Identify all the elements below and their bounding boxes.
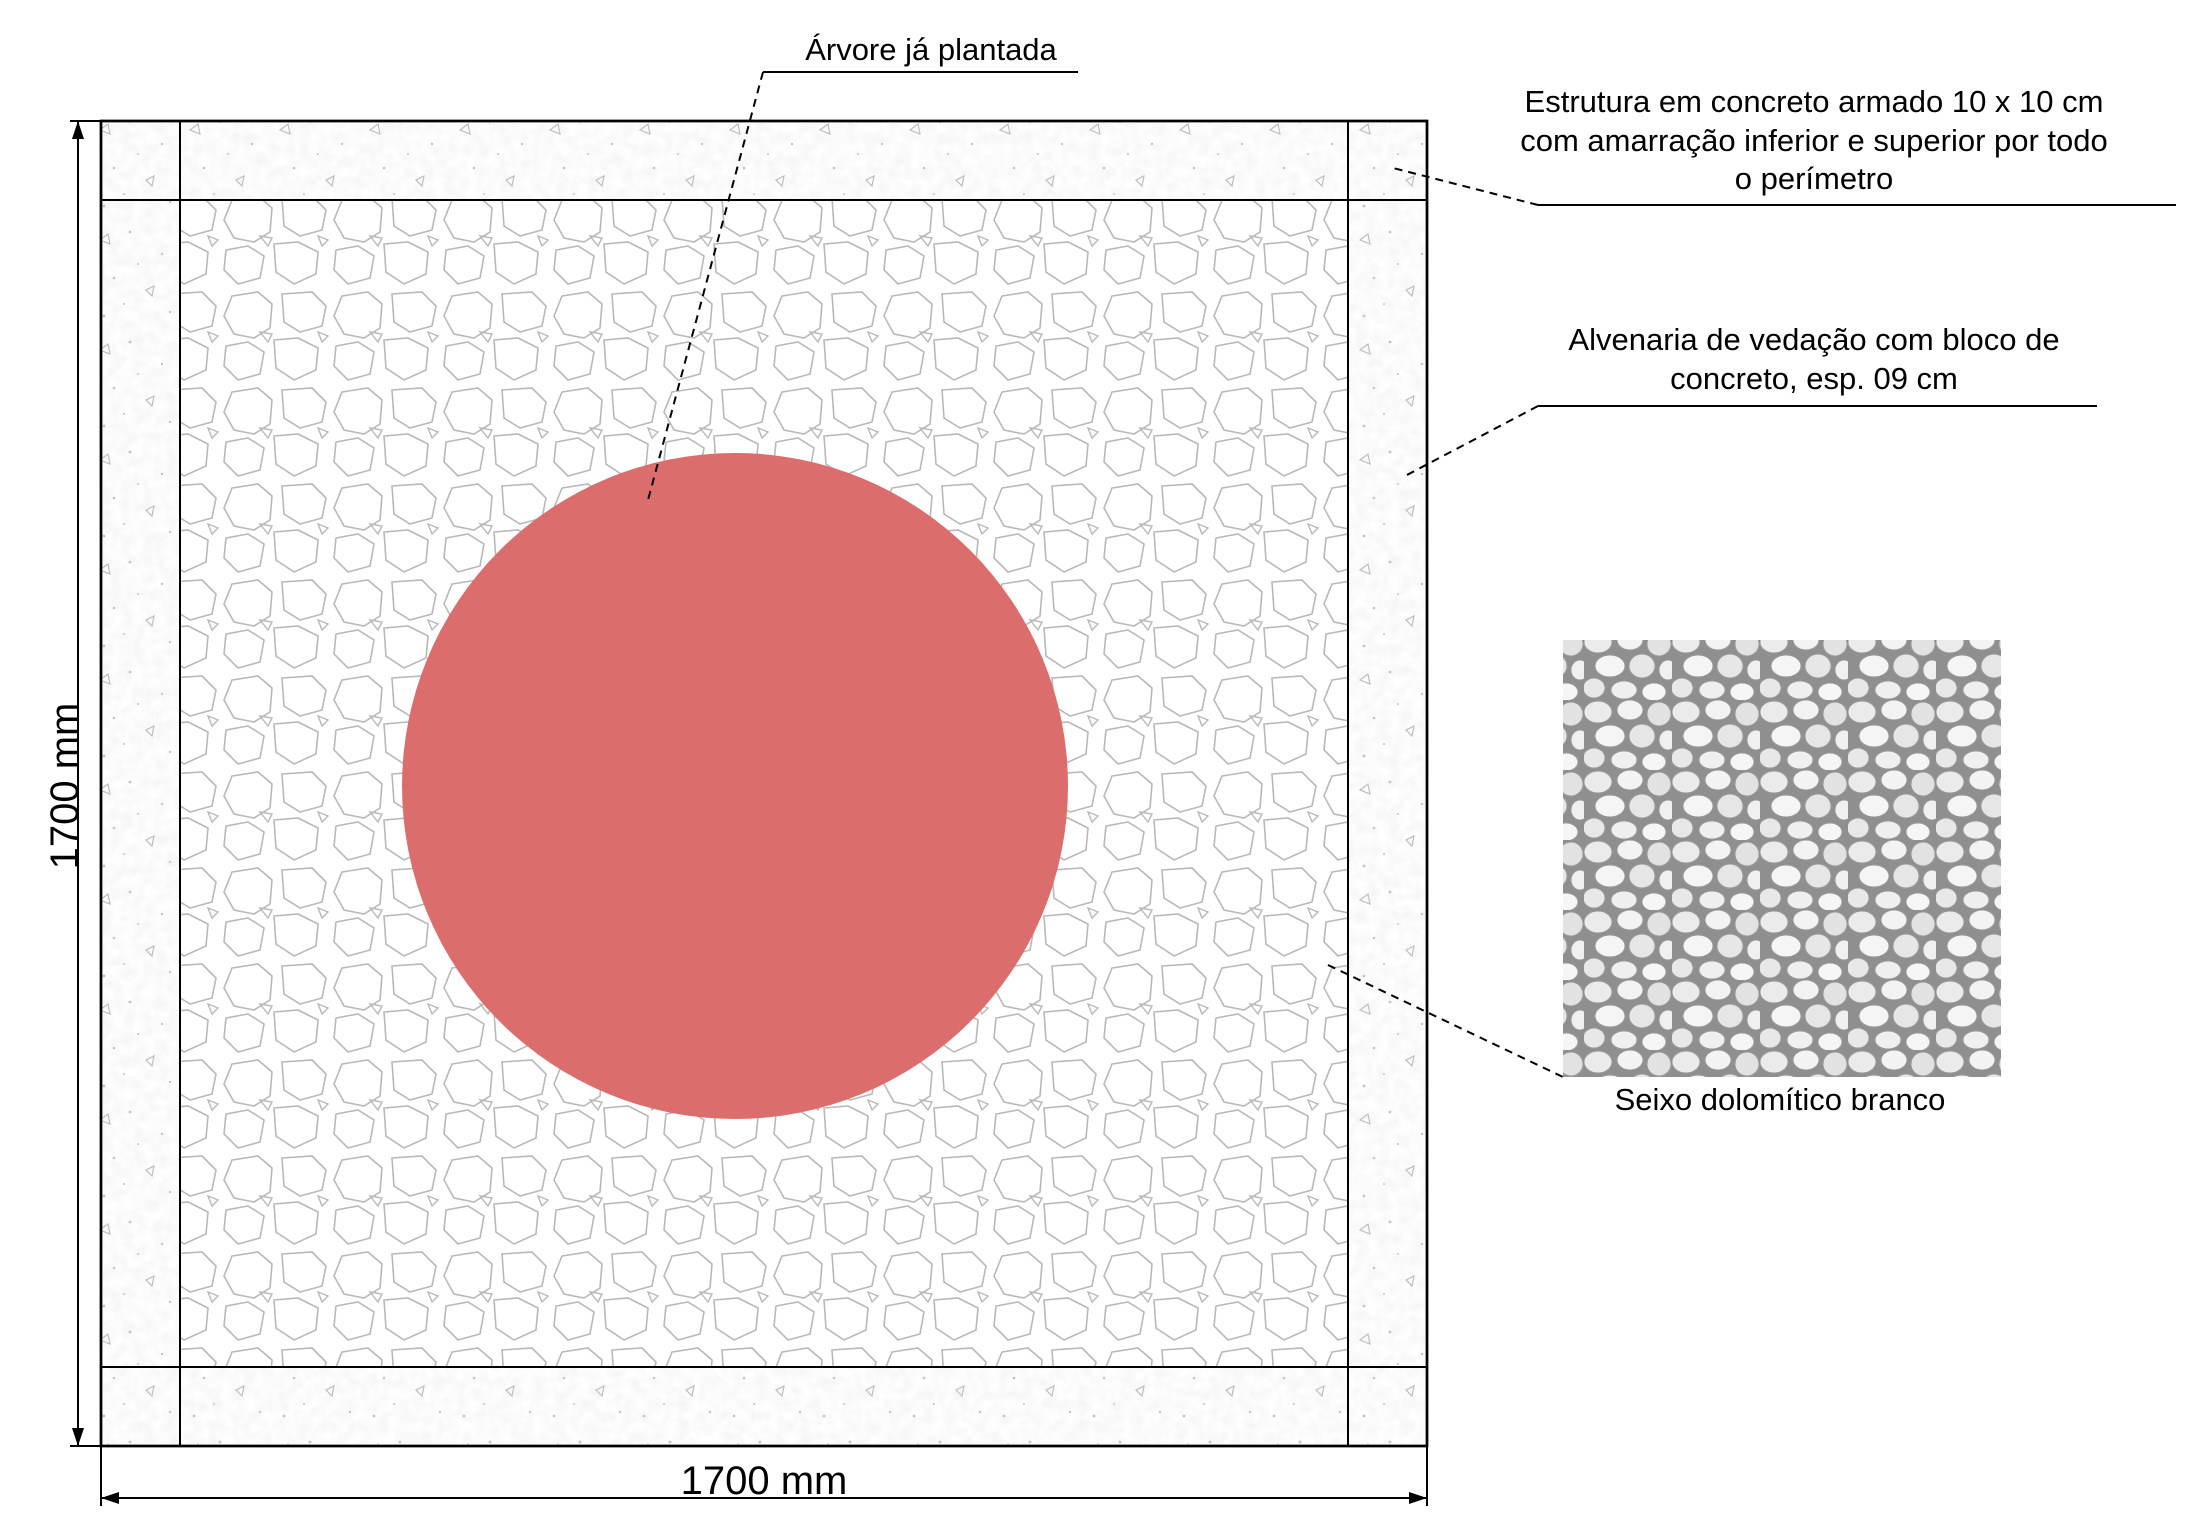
masonry-label-line-2: concreto, esp. 09 cm xyxy=(1670,361,1958,396)
masonry-leader-line xyxy=(1404,405,1539,477)
structure-label-line-3: o perímetro xyxy=(1735,161,1894,196)
width-arrow-left xyxy=(101,1492,119,1504)
structure-leader-line xyxy=(1392,167,1539,206)
height-dimension-label: 1700 mm xyxy=(43,703,87,870)
width-dimension-label: 1700 mm xyxy=(681,1459,848,1503)
tree-leader-line xyxy=(647,71,764,501)
tree-label: Árvore já plantada xyxy=(805,32,1057,67)
tree-circle xyxy=(402,453,1068,1119)
masonry-label-line-1: Alvenaria de vedação com bloco de xyxy=(1568,322,2059,357)
gravel-label: Seixo dolomítico branco xyxy=(1615,1082,1946,1117)
gravel-photo xyxy=(1563,640,2001,1077)
planter-outline xyxy=(99,119,1429,1448)
gravel-leader-line xyxy=(1327,964,1564,1078)
width-arrow-right xyxy=(1409,1492,1427,1504)
height-arrow-top xyxy=(72,121,84,139)
height-arrow-bottom xyxy=(72,1428,84,1446)
structure-label-line-2: com amarração inferior e superior por to… xyxy=(1520,123,2108,158)
structure-label-line-1: Estrutura em concreto armado 10 x 10 cm xyxy=(1525,84,2104,119)
